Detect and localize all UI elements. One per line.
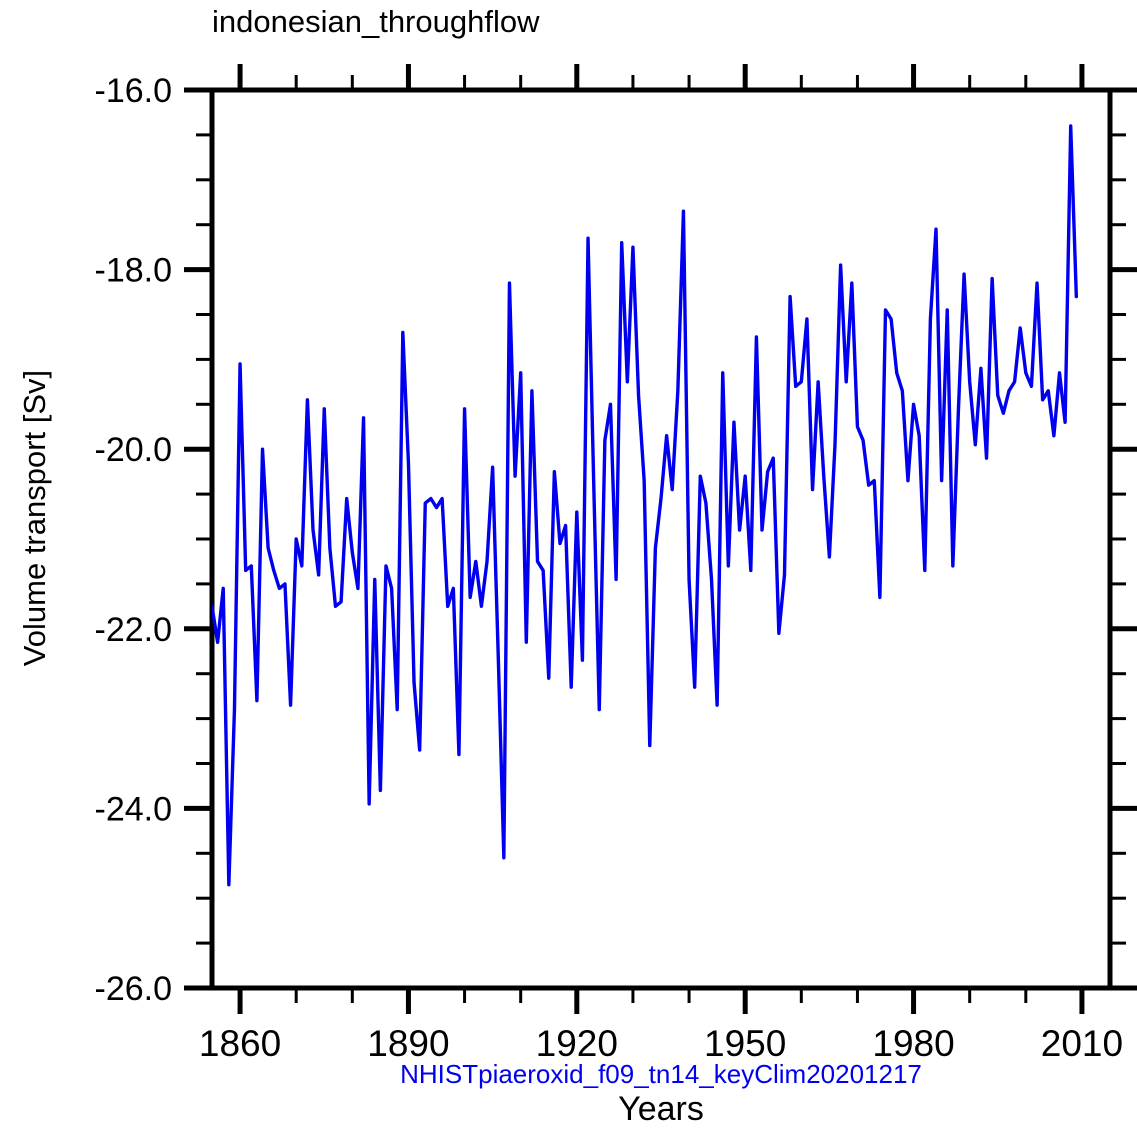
svg-text:-26.0: -26.0 <box>95 970 173 1008</box>
svg-text:1980: 1980 <box>872 1023 954 1064</box>
svg-text:1890: 1890 <box>367 1023 449 1064</box>
data-series-group <box>212 124 1079 887</box>
svg-text:1950: 1950 <box>704 1023 786 1064</box>
svg-text:1860: 1860 <box>199 1023 281 1064</box>
y-axis-major-ticks <box>184 87 1137 991</box>
svg-text:2010: 2010 <box>1041 1023 1123 1064</box>
y-axis-tick-labels: -16.0 -18.0 -20.0 -22.0 -24.0 -26.0 <box>95 72 173 1008</box>
y-axis-title: Volume transport [Sv] <box>17 369 52 667</box>
series-line <box>212 124 1079 887</box>
svg-text:-24.0: -24.0 <box>95 790 173 828</box>
svg-text:-18.0: -18.0 <box>95 252 173 290</box>
x-axis-tick-labels: 1860 1890 1920 1950 1980 2010 <box>199 1023 1123 1064</box>
page-title: indonesian_throughflow <box>212 4 540 39</box>
plot-frame <box>209 87 1113 991</box>
x-axis-major-ticks <box>237 64 1085 1014</box>
y-axis-minor-ticks <box>196 133 1126 945</box>
svg-text:-16.0: -16.0 <box>95 72 173 110</box>
svg-text:-22.0: -22.0 <box>95 611 173 649</box>
x-axis-minor-ticks <box>294 75 1028 1003</box>
x-axis-title: Years <box>618 1090 704 1128</box>
experiment-caption: NHISTpiaeroxid_f09_tn14_keyClim20201217 <box>400 1059 922 1089</box>
svg-text:1920: 1920 <box>536 1023 618 1064</box>
svg-text:-20.0: -20.0 <box>95 431 173 469</box>
